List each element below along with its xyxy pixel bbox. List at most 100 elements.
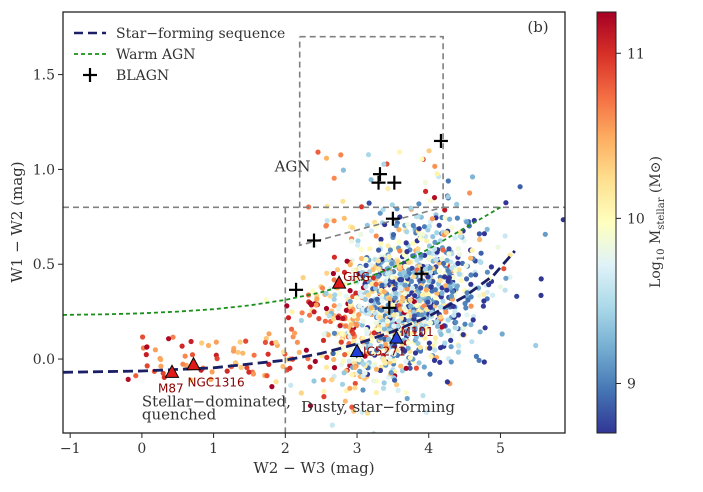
galaxy-point (301, 436, 306, 441)
galaxy-point (538, 292, 544, 298)
blagn-marker (372, 167, 387, 182)
galaxy-point (439, 324, 445, 330)
galaxy-point (421, 364, 427, 370)
galaxy-point (341, 269, 348, 275)
galaxy-point (538, 276, 544, 282)
galaxy-point (560, 217, 565, 223)
galaxy-point (230, 348, 237, 354)
galaxy-point (144, 363, 150, 369)
galaxy-point (375, 273, 381, 279)
galaxy-point (263, 297, 269, 303)
y-tick-label: 1.5 (33, 68, 55, 84)
galaxy-point (444, 257, 450, 263)
galaxy-point (429, 216, 435, 222)
galaxy-point (340, 345, 346, 351)
galaxy-point (382, 360, 388, 366)
galaxy-point (373, 281, 379, 287)
galaxy-point (244, 365, 250, 371)
galaxy-point (425, 274, 431, 280)
galaxy-point (373, 320, 379, 326)
galaxy-point (397, 271, 403, 277)
galaxy-point (434, 171, 440, 177)
galaxy-point (426, 250, 432, 256)
galaxy-point (468, 294, 474, 300)
named-galaxy-marker (164, 364, 180, 378)
galaxy-point (438, 314, 444, 320)
galaxy-point (343, 323, 349, 329)
galaxy-point (410, 222, 416, 229)
galaxy-point (411, 313, 418, 319)
galaxy-point (385, 243, 391, 249)
galaxy-point (502, 287, 508, 293)
galaxy-point (350, 267, 356, 274)
galaxy-point (463, 305, 469, 311)
galaxy-point (401, 305, 407, 311)
galaxy-point (324, 354, 330, 360)
galaxy-point (427, 345, 433, 351)
galaxy-point (387, 356, 393, 362)
galaxy-point (246, 369, 252, 375)
galaxy-point (399, 368, 405, 374)
galaxy-point (374, 347, 380, 353)
galaxy-point (437, 277, 443, 284)
galaxy-point (387, 296, 393, 302)
galaxy-point (403, 358, 409, 365)
galaxy-point (368, 228, 375, 234)
galaxy-point (343, 307, 349, 313)
blagn-marker (307, 233, 321, 248)
galaxy-point (501, 266, 507, 272)
galaxy-point (389, 274, 395, 280)
galaxy-point (394, 382, 400, 388)
galaxy-point (462, 321, 468, 327)
galaxy-point (352, 364, 358, 370)
galaxy-point (419, 231, 426, 237)
galaxy-point (445, 194, 451, 200)
galaxy-point (484, 289, 490, 295)
galaxy-point (349, 225, 356, 231)
galaxy-point (377, 367, 383, 374)
galaxy-point (443, 230, 450, 236)
legend-blagn-swatch (83, 68, 97, 82)
galaxy-point (360, 387, 366, 393)
galaxy-point (311, 309, 317, 315)
galaxy-point (340, 198, 346, 204)
panel-label: (b) (527, 18, 548, 36)
galaxy-point (325, 332, 331, 338)
galaxy-point (409, 285, 415, 291)
galaxy-point (388, 370, 394, 376)
galaxy-point (407, 297, 413, 303)
region-label: Dusty, star−forming (301, 398, 455, 416)
galaxy-point (502, 233, 508, 239)
galaxy-point (323, 305, 330, 312)
plot-frame (62, 11, 566, 434)
galaxy-point (330, 316, 337, 322)
galaxy-point (323, 364, 330, 370)
colorbar-ticks: 9 10 11 (616, 46, 645, 392)
galaxy-point (402, 263, 408, 270)
galaxy-point (362, 370, 368, 376)
galaxy-point (349, 238, 355, 244)
galaxy-point (443, 283, 449, 289)
named-galaxy-marker (186, 356, 201, 371)
galaxy-point (240, 350, 246, 356)
galaxy-point (366, 311, 372, 317)
galaxy-point (449, 225, 455, 231)
galaxy-point (314, 296, 320, 302)
galaxy-point (371, 378, 377, 384)
galaxy-point (329, 422, 335, 428)
galaxy-point (237, 339, 243, 345)
galaxy-point (468, 303, 474, 309)
galaxy-point (315, 149, 321, 155)
galaxy-point (158, 363, 164, 369)
galaxy-point (368, 177, 374, 183)
galaxy-point (349, 372, 355, 378)
galaxy-point (359, 255, 365, 262)
region-label: Stellar−dominated, (142, 393, 291, 411)
galaxy-point (406, 259, 412, 265)
galaxy-point (224, 368, 230, 374)
galaxy-point (347, 385, 353, 391)
galaxy-point (303, 347, 309, 353)
galaxy-point (419, 312, 425, 318)
blagn-marker (414, 266, 429, 281)
